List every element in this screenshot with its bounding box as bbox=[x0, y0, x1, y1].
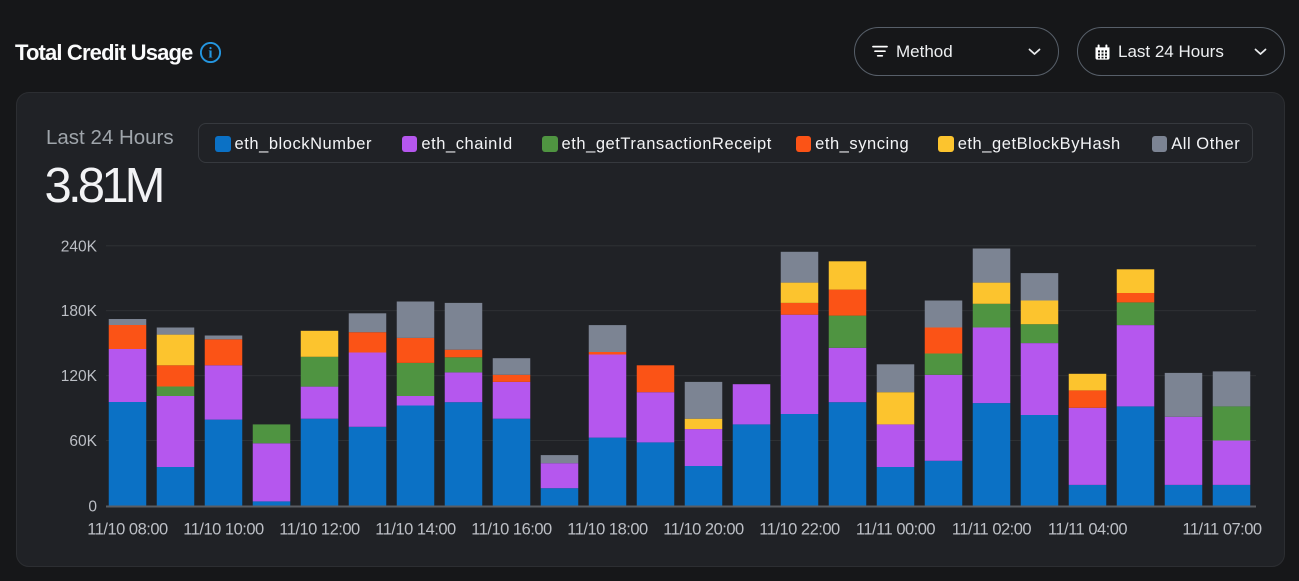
svg-text:60K: 60K bbox=[69, 433, 97, 450]
svg-text:11/10 10:00: 11/10 10:00 bbox=[183, 521, 264, 539]
svg-text:i: i bbox=[208, 45, 212, 61]
svg-text:11/11 00:00: 11/11 00:00 bbox=[856, 521, 936, 539]
svg-text:11/10 22:00: 11/10 22:00 bbox=[759, 521, 840, 539]
svg-text:11/10 14:00: 11/10 14:00 bbox=[375, 521, 456, 539]
svg-text:180K: 180K bbox=[61, 303, 98, 320]
svg-text:11/10 08:00: 11/10 08:00 bbox=[87, 521, 168, 539]
svg-text:11/10 16:00: 11/10 16:00 bbox=[471, 521, 552, 539]
svg-text:11/10 18:00: 11/10 18:00 bbox=[567, 521, 648, 539]
svg-text:11/11 07:00: 11/11 07:00 bbox=[1182, 521, 1262, 539]
svg-text:11/10 12:00: 11/10 12:00 bbox=[279, 521, 360, 539]
svg-text:11/11 04:00: 11/11 04:00 bbox=[1048, 521, 1128, 539]
svg-text:11/10 20:00: 11/10 20:00 bbox=[663, 521, 744, 539]
svg-text:0: 0 bbox=[88, 499, 97, 516]
svg-text:11/11 02:00: 11/11 02:00 bbox=[952, 521, 1032, 539]
svg-text:240K: 240K bbox=[61, 238, 98, 255]
svg-text:120K: 120K bbox=[61, 368, 98, 385]
